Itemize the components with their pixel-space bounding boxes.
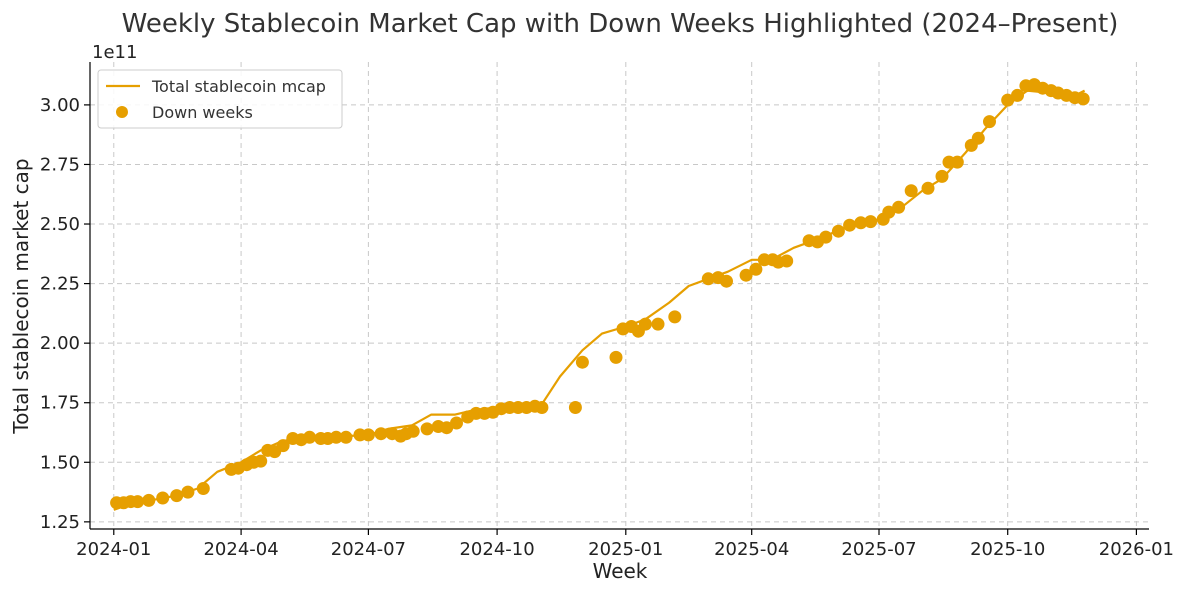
series-line-total-mcap — [113, 89, 1086, 511]
down-week-point — [904, 184, 918, 198]
down-week-point — [749, 262, 763, 276]
x-axis-label: Week — [593, 559, 648, 583]
y-tick-label: 3.00 — [40, 95, 80, 116]
down-week-point — [535, 401, 549, 414]
down-week-point — [864, 215, 878, 229]
down-week-point — [843, 218, 857, 232]
y-tick-label: 1.25 — [40, 512, 80, 533]
down-week-point — [420, 422, 434, 436]
y-tick-label: 1.50 — [40, 452, 80, 473]
down-week-point — [131, 495, 145, 509]
down-week-point — [254, 454, 268, 468]
down-week-point — [882, 205, 896, 219]
legend-marker-swatch — [116, 106, 128, 118]
x-tick-label: 2024-01 — [76, 539, 151, 560]
legend-label-markers: Down weeks — [152, 103, 253, 122]
down-week-point — [971, 131, 985, 145]
down-week-point — [892, 200, 906, 214]
down-week-point — [651, 317, 665, 331]
down-week-point — [921, 181, 935, 195]
y-tick-label: 1.75 — [40, 393, 80, 414]
x-tick-label: 2025-01 — [588, 539, 663, 560]
down-week-point — [819, 230, 833, 244]
x-tick-label: 2025-07 — [841, 539, 916, 560]
x-tick-label: 2024-04 — [203, 539, 278, 560]
down-week-point — [780, 254, 794, 268]
down-week-point — [339, 430, 353, 444]
down-week-point — [575, 355, 589, 369]
legend-label-line: Total stablecoin mcap — [151, 77, 326, 96]
down-week-point — [1011, 88, 1024, 102]
down-week-point — [638, 317, 652, 331]
x-tick-label: 2024-10 — [459, 539, 534, 560]
down-week-point — [450, 416, 463, 430]
down-week-point — [950, 155, 964, 169]
down-week-point — [701, 272, 715, 286]
down-week-point — [196, 482, 210, 495]
y-tick-label: 2.00 — [40, 333, 80, 354]
down-week-point — [568, 401, 582, 414]
down-week-point — [276, 439, 290, 453]
y-axis-label: Total stablecoin market cap — [9, 158, 33, 434]
axes: 2024-01 2024-04 2024-07 2024-10 2025-01 2025-… — [40, 62, 1174, 560]
chart-title: Weekly Stablecoin Market Cap with Down W… — [122, 9, 1119, 39]
down-week-point — [831, 224, 845, 238]
legend: Total stablecoin mcap Down weeks — [97, 69, 343, 129]
y-tick-label: 2.25 — [40, 274, 80, 295]
down-week-point — [361, 428, 375, 442]
y-tick-label: 2.75 — [40, 154, 80, 175]
down-week-point — [935, 169, 949, 183]
down-week-point — [406, 424, 420, 438]
down-week-point — [142, 493, 156, 507]
down-week-point — [156, 491, 170, 505]
down-week-point — [1001, 93, 1015, 107]
down-week-point — [854, 216, 868, 230]
down-week-point — [609, 350, 623, 364]
down-week-point — [1076, 92, 1090, 106]
down-weeks-markers — [110, 78, 1090, 510]
down-week-point — [983, 115, 996, 129]
legend-box — [97, 69, 343, 129]
down-week-point — [668, 310, 682, 324]
down-week-point — [374, 427, 388, 441]
grid-lines — [90, 62, 1149, 529]
down-week-point — [170, 489, 184, 503]
down-week-point — [440, 421, 454, 435]
x-tick-label: 2026-01 — [1099, 539, 1174, 560]
down-week-point — [720, 274, 733, 288]
down-week-point — [303, 430, 317, 444]
x-tick-label: 2024-07 — [331, 539, 406, 560]
x-tick-label: 2025-04 — [714, 539, 789, 560]
down-week-point — [739, 268, 753, 282]
y-offset-label: 1e11 — [92, 42, 137, 63]
x-tick-label: 2025-10 — [970, 539, 1045, 560]
down-week-point — [181, 485, 195, 499]
down-week-point — [329, 430, 343, 444]
y-tick-label: 2.50 — [40, 214, 80, 235]
line-series-group — [113, 89, 1086, 511]
